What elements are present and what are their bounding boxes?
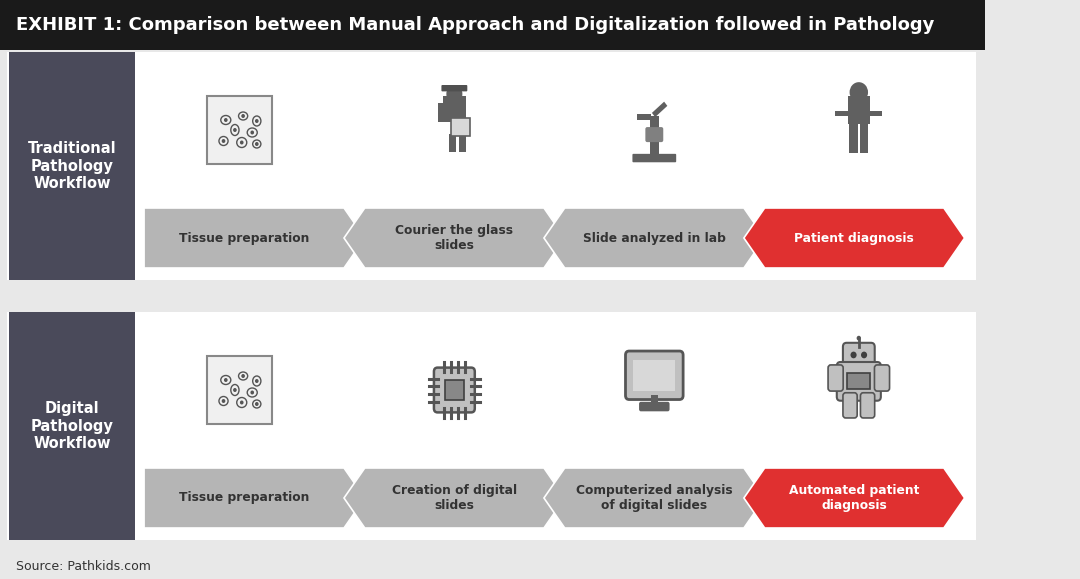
Circle shape [241, 114, 245, 118]
FancyBboxPatch shape [9, 312, 135, 540]
FancyBboxPatch shape [625, 351, 684, 400]
FancyBboxPatch shape [451, 118, 470, 136]
Text: Patient diagnosis: Patient diagnosis [795, 232, 914, 244]
Circle shape [255, 142, 258, 146]
Text: Tissue preparation: Tissue preparation [179, 232, 309, 244]
FancyBboxPatch shape [646, 127, 663, 142]
Polygon shape [345, 468, 565, 528]
Circle shape [850, 351, 856, 358]
Text: Automated patient
diagnosis: Automated patient diagnosis [789, 484, 919, 512]
Circle shape [255, 379, 258, 383]
Circle shape [233, 128, 237, 132]
FancyBboxPatch shape [8, 52, 975, 280]
FancyBboxPatch shape [434, 368, 475, 412]
Circle shape [861, 351, 867, 358]
FancyBboxPatch shape [637, 115, 651, 120]
Circle shape [224, 378, 228, 382]
Circle shape [251, 390, 254, 394]
FancyBboxPatch shape [449, 134, 456, 152]
FancyBboxPatch shape [842, 343, 875, 369]
Text: Source: Pathkids.com: Source: Pathkids.com [16, 559, 151, 573]
FancyBboxPatch shape [8, 312, 975, 540]
FancyBboxPatch shape [633, 154, 676, 162]
FancyBboxPatch shape [206, 356, 272, 424]
Circle shape [221, 399, 226, 403]
Circle shape [850, 82, 868, 102]
FancyBboxPatch shape [835, 111, 848, 116]
Circle shape [856, 336, 861, 340]
FancyBboxPatch shape [861, 393, 875, 418]
FancyBboxPatch shape [633, 360, 675, 391]
FancyBboxPatch shape [848, 96, 869, 124]
Polygon shape [544, 468, 765, 528]
Circle shape [251, 130, 254, 134]
Polygon shape [144, 208, 365, 268]
Circle shape [240, 141, 244, 145]
Circle shape [255, 402, 258, 406]
FancyBboxPatch shape [0, 0, 985, 50]
Circle shape [233, 388, 237, 392]
FancyBboxPatch shape [445, 380, 463, 400]
Text: EXHIBIT 1: Comparison between Manual Approach and Digitalization followed in Pat: EXHIBIT 1: Comparison between Manual App… [16, 16, 935, 34]
Polygon shape [144, 468, 365, 528]
Text: Digital
Pathology
Workflow: Digital Pathology Workflow [30, 401, 113, 451]
FancyBboxPatch shape [650, 116, 659, 155]
Polygon shape [744, 468, 964, 528]
Circle shape [446, 85, 462, 102]
Text: Slide analyzed in lab: Slide analyzed in lab [583, 232, 726, 244]
FancyBboxPatch shape [875, 365, 890, 391]
Circle shape [240, 401, 244, 405]
Polygon shape [544, 208, 765, 268]
FancyBboxPatch shape [651, 395, 658, 405]
FancyBboxPatch shape [828, 365, 843, 391]
Circle shape [241, 374, 245, 378]
FancyBboxPatch shape [849, 123, 858, 153]
Polygon shape [744, 208, 964, 268]
Text: Computerized analysis
of digital slides: Computerized analysis of digital slides [576, 484, 732, 512]
Circle shape [224, 118, 228, 122]
Polygon shape [652, 102, 667, 117]
FancyBboxPatch shape [443, 96, 465, 122]
Text: Tissue preparation: Tissue preparation [179, 492, 309, 504]
FancyBboxPatch shape [860, 123, 868, 153]
Text: Courier the glass
slides: Courier the glass slides [395, 224, 513, 252]
Circle shape [221, 139, 226, 143]
FancyBboxPatch shape [848, 373, 870, 389]
Text: Traditional
Pathology
Workflow: Traditional Pathology Workflow [28, 141, 117, 191]
FancyBboxPatch shape [843, 393, 858, 418]
FancyBboxPatch shape [869, 111, 882, 116]
FancyBboxPatch shape [837, 362, 881, 401]
FancyBboxPatch shape [206, 96, 272, 164]
FancyBboxPatch shape [9, 52, 135, 280]
FancyBboxPatch shape [639, 402, 670, 411]
FancyBboxPatch shape [459, 134, 465, 152]
FancyBboxPatch shape [437, 102, 444, 122]
Circle shape [255, 119, 258, 123]
FancyBboxPatch shape [442, 85, 468, 91]
Polygon shape [345, 208, 565, 268]
Text: Creation of digital
slides: Creation of digital slides [392, 484, 517, 512]
